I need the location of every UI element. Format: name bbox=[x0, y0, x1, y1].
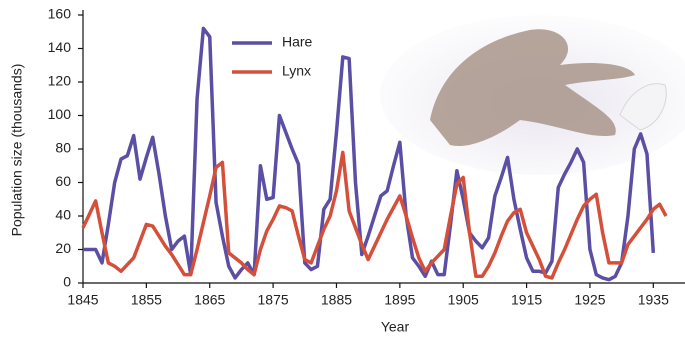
y-tick-label: 140 bbox=[48, 39, 72, 55]
x-tick-label: 1925 bbox=[574, 292, 605, 308]
x-tick-label: 1855 bbox=[131, 292, 162, 308]
y-tick-label: 60 bbox=[55, 173, 71, 189]
series-line bbox=[83, 26, 656, 282]
y-tick-label: 80 bbox=[55, 140, 71, 156]
y-tick-label: 160 bbox=[48, 6, 72, 22]
legend-label: Hare bbox=[282, 34, 313, 50]
x-tick-label: 1885 bbox=[321, 292, 352, 308]
x-tick-label: 1845 bbox=[67, 292, 98, 308]
x-axis-label: Year bbox=[381, 319, 410, 335]
y-tick-label: 40 bbox=[55, 207, 71, 223]
x-tick-label: 1865 bbox=[194, 292, 225, 308]
x-tick-label: 1895 bbox=[384, 292, 415, 308]
y-tick-label: 0 bbox=[63, 274, 71, 290]
x-tick-label: 1875 bbox=[258, 292, 289, 308]
y-axis-label: Population size (thousands) bbox=[9, 64, 25, 237]
y-tick-label: 20 bbox=[55, 240, 71, 256]
illustration bbox=[380, 15, 685, 175]
x-tick-label: 1905 bbox=[448, 292, 479, 308]
legend-label: Lynx bbox=[282, 63, 311, 79]
y-tick-label: 100 bbox=[48, 106, 72, 122]
x-tick-label: 1915 bbox=[511, 292, 542, 308]
series-line bbox=[81, 150, 668, 280]
x-tick-label: 1935 bbox=[638, 292, 669, 308]
y-tick-label: 120 bbox=[48, 73, 72, 89]
